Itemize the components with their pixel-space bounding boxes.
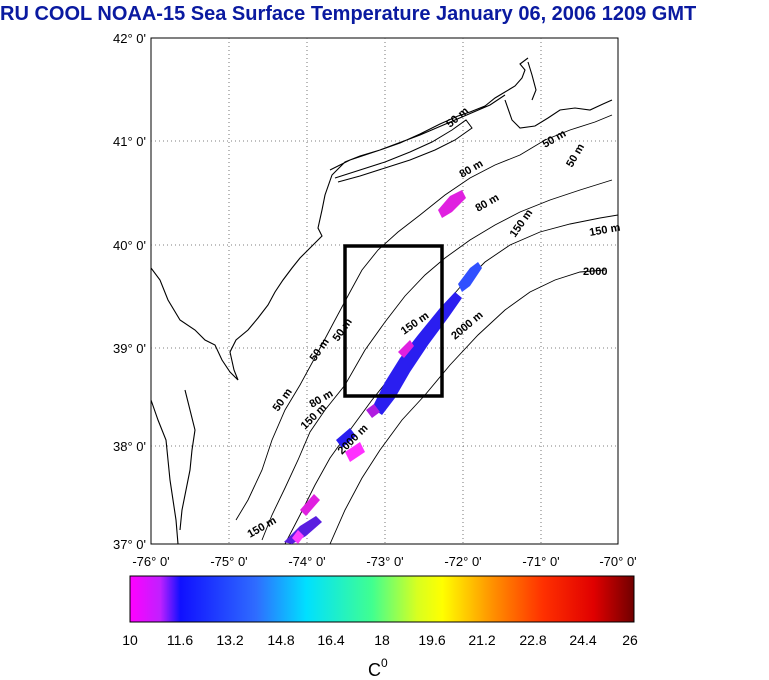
colorbar-tick-label: 18 (374, 632, 390, 648)
coastline (151, 57, 613, 381)
lat-tick-label: 41° 0' (113, 134, 146, 149)
colorbar-tick-labels: 10 11.6 13.2 14.8 16.4 18 19.6 21.2 22.8… (122, 632, 638, 648)
colorbar-unit-label: C0 (368, 656, 388, 680)
lat-tick-label: 42° 0' (113, 31, 146, 46)
lon-tick-label: -75° 0' (210, 554, 247, 569)
contour-label: 150 m (588, 222, 621, 239)
colorbar-tick-label: 19.6 (418, 632, 445, 648)
sst-patch-magenta-b (398, 340, 414, 358)
sst-data-patches (284, 190, 482, 544)
lon-tick-label: -71° 0' (522, 554, 559, 569)
lon-tick-label: -72° 0' (444, 554, 481, 569)
isobath-2000m (329, 269, 606, 544)
lon-tick-label: -70° 0' (599, 554, 636, 569)
lat-tick-label: 39° 0' (113, 341, 146, 356)
sst-patch-magenta-d (292, 530, 304, 544)
isobath-80m (261, 179, 613, 541)
colorbar-tick-label: 11.6 (167, 632, 193, 648)
colorbar-unit-superscript: 0 (381, 656, 388, 670)
colorbar-tick-label: 22.8 (519, 632, 546, 648)
colorbar-tick-label: 24.4 (569, 632, 596, 648)
colorbar-tick-label: 26 (622, 632, 638, 648)
study-area-box (343, 244, 444, 398)
colorbar-tick-label: 13.2 (216, 632, 243, 648)
lat-tick-label: 38° 0' (113, 439, 146, 454)
lat-tick-label: 40° 0' (113, 238, 146, 253)
sst-patch-magenta-c (345, 442, 365, 462)
delmarva-coast (151, 389, 196, 544)
contour-label: 2000 (583, 266, 607, 278)
colorbar-unit: C (368, 660, 381, 680)
map-frame (150, 37, 619, 545)
sst-patch-north (458, 262, 482, 292)
sst-patch-magenta-a (438, 190, 466, 218)
isobath-50m (235, 114, 613, 521)
lon-tick-label: -74° 0' (288, 554, 325, 569)
lat-tick-label: 37° 0' (113, 537, 146, 552)
colorbar-tick-label: 21.2 (468, 632, 495, 648)
lat-tick-labels: 42° 0' 41° 0' 40° 0' 39° 0' 38° 0' 37° 0… (113, 31, 146, 552)
sst-patch-south-a (300, 494, 320, 516)
sst-patch-shelfbreak-edge (366, 404, 380, 418)
colorbar-tick-label: 10 (122, 632, 138, 648)
sst-patch-shelfbreak (372, 292, 462, 415)
sst-patch-midshelf (336, 428, 356, 448)
long-island-coast (334, 119, 473, 183)
colorbar-tick-label: 14.8 (267, 632, 294, 648)
colorbar (129, 575, 635, 623)
colorbar-tick-label: 16.4 (317, 632, 344, 648)
lon-tick-label: -76° 0' (132, 554, 169, 569)
map-title: RU COOL NOAA-15 Sea Surface Temperature … (0, 3, 697, 25)
lon-tick-labels: -76° 0' -75° 0' -74° 0' -73° 0' -72° 0' … (132, 554, 636, 569)
lon-tick-label: -73° 0' (366, 554, 403, 569)
